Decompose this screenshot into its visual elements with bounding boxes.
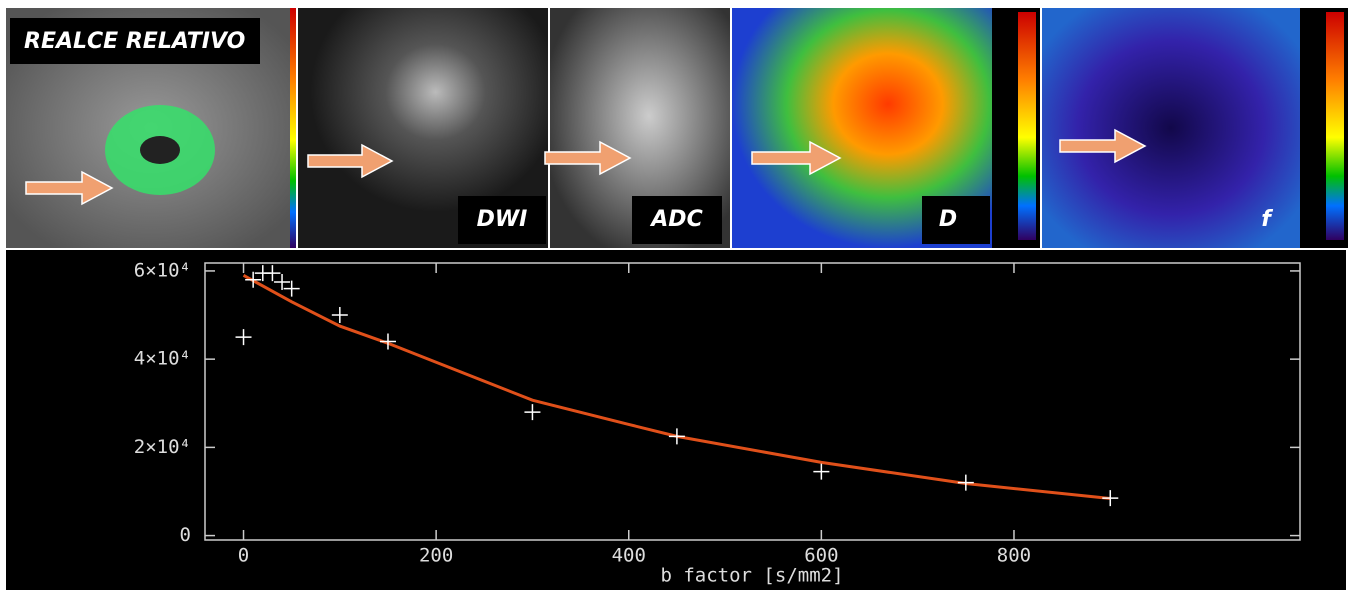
y-tick-label: 0 [180,524,191,546]
x-axis-label: b factor [s/mm2] [660,565,843,587]
x-tick-label: 200 [419,545,453,567]
panel-label: D [939,207,957,232]
x-tick-label: 0 [238,545,249,567]
y-tick-label: 6×10⁴ [134,259,191,281]
colorbar [1018,12,1036,240]
figure: REALCE RELATIVO DWI ADC D f b factor [s/… [0,0,1352,594]
x-tick-label: 800 [997,545,1031,567]
x-tick-label: 600 [804,545,838,567]
panel-label: DWI [477,207,528,232]
colorbar [290,8,296,248]
y-tick-label: 4×10⁴ [134,348,191,370]
panel-label: ADC [649,207,702,232]
lesion-core [140,136,180,164]
image-panels: REALCE RELATIVO DWI ADC D f [6,8,1348,248]
panel-label: REALCE RELATIVO [24,29,245,54]
plot-background [6,250,1346,590]
y-tick-label: 2×10⁴ [134,436,191,458]
x-tick-label: 400 [612,545,646,567]
colorbar [1326,12,1344,240]
